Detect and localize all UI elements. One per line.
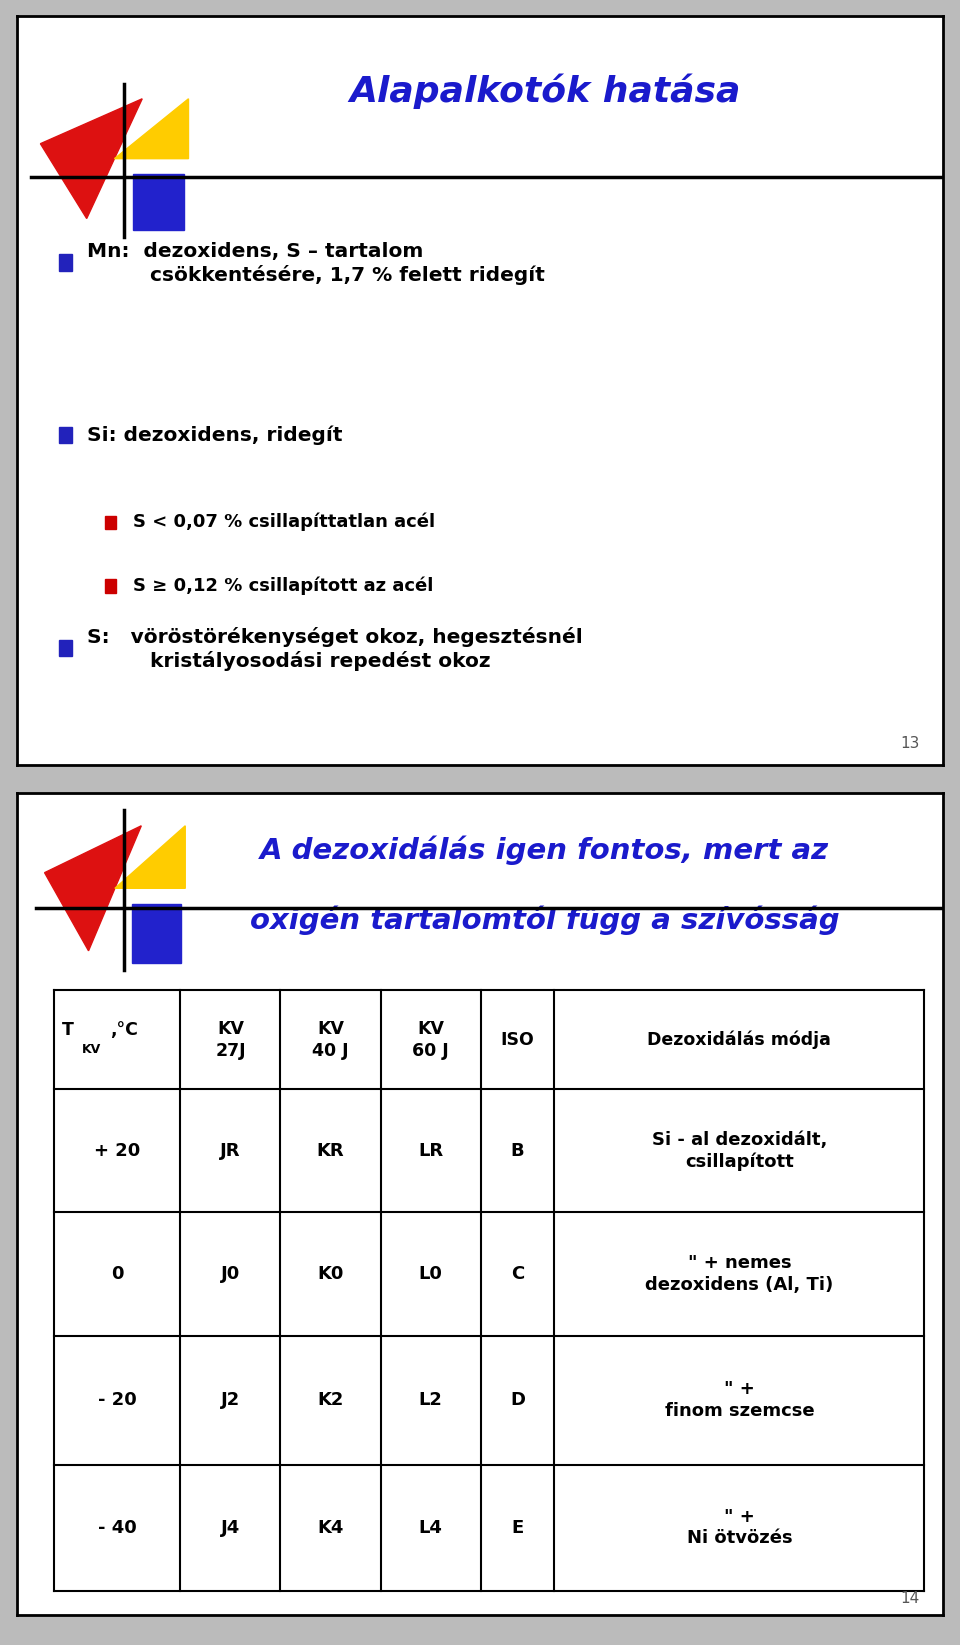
Text: Alapalkotók hatása: Alapalkotók hatása	[349, 74, 740, 109]
Polygon shape	[40, 99, 142, 219]
Text: K2: K2	[318, 1392, 344, 1410]
Text: " + nemes
dezoxidens (Al, Ti): " + nemes dezoxidens (Al, Ti)	[645, 1253, 833, 1293]
Text: LR: LR	[418, 1142, 444, 1160]
Text: N:   öregedést okoz: N: öregedést okoz	[86, 897, 307, 918]
Text: ISO: ISO	[501, 1031, 535, 1050]
Bar	[106, 515, 116, 530]
Text: 13: 13	[900, 737, 920, 752]
Polygon shape	[115, 826, 185, 888]
Text: 0: 0	[111, 1265, 124, 1283]
Text: B: B	[511, 1142, 524, 1160]
Text: A dezoxidálás igen fontos, mert az: A dezoxidálás igen fontos, mert az	[260, 836, 829, 865]
Text: KV: KV	[82, 1043, 102, 1056]
Text: " +
Ni ötvözés: " + Ni ötvözés	[686, 1508, 792, 1548]
Polygon shape	[114, 99, 188, 158]
Bar	[59, 640, 72, 656]
Text: KV
27J: KV 27J	[215, 1020, 246, 1059]
Text: - 20: - 20	[98, 1392, 136, 1410]
Bar	[132, 905, 180, 962]
Text: " +
finom szemcse: " + finom szemcse	[664, 1380, 814, 1420]
Text: J4: J4	[221, 1518, 240, 1536]
Text: S ≥ 0,12 % csillapított az acél: S ≥ 0,12 % csillapított az acél	[132, 576, 433, 594]
Text: L2: L2	[419, 1392, 443, 1410]
Text: JR: JR	[220, 1142, 241, 1160]
Text: 14: 14	[900, 1591, 920, 1606]
Text: H:   pelyhesedést okoz: H: pelyhesedést okoz	[86, 984, 344, 1003]
Text: S < 0,07 % csillapíttatlan acél: S < 0,07 % csillapíttatlan acél	[132, 513, 435, 531]
Text: L4: L4	[419, 1518, 443, 1536]
Text: T: T	[61, 1022, 74, 1040]
Text: K0: K0	[318, 1265, 344, 1283]
Text: Dezoxidálás módja: Dezoxidálás módja	[647, 1030, 831, 1050]
Text: E: E	[512, 1518, 523, 1536]
Bar	[59, 426, 72, 443]
Text: K4: K4	[318, 1518, 344, 1536]
Text: C: C	[511, 1265, 524, 1283]
Bar	[132, 174, 184, 230]
Text: Mn:  dezoxidens, S – tartalom
         csökkentésére, 1,7 % felett ridegít: Mn: dezoxidens, S – tartalom csökkentésé…	[86, 242, 544, 285]
Text: KV
40 J: KV 40 J	[312, 1020, 348, 1059]
Bar	[59, 813, 72, 829]
Text: + 20: + 20	[94, 1142, 140, 1160]
Text: J0: J0	[221, 1265, 240, 1283]
Text: J2: J2	[221, 1392, 240, 1410]
Bar	[59, 984, 72, 1000]
Polygon shape	[44, 826, 141, 951]
Bar	[59, 255, 72, 271]
Text: Si - al dezoxidált,
csillapított: Si - al dezoxidált, csillapított	[652, 1130, 828, 1171]
Text: L0: L0	[419, 1265, 443, 1283]
Text: ,°C: ,°C	[109, 1022, 137, 1040]
Text: KR: KR	[317, 1142, 345, 1160]
Text: oxigén tartalomtól függ a szívósság: oxigén tartalomtól függ a szívósság	[250, 906, 840, 934]
Text: O:   ridegít, öregedést elosegíti: O: ridegít, öregedést elosegíti	[86, 811, 444, 831]
Text: S:   vöröstörékenységet okoz, hegesztésnél
         kristályosodási repedést oko: S: vöröstörékenységet okoz, hegesztésnél…	[86, 627, 583, 671]
Bar	[59, 898, 72, 915]
Text: Si: dezoxidens, ridegít: Si: dezoxidens, ridegít	[86, 426, 342, 446]
Text: - 40: - 40	[98, 1518, 136, 1536]
Bar	[106, 579, 116, 592]
Text: D: D	[510, 1392, 525, 1410]
Text: KV
60 J: KV 60 J	[412, 1020, 449, 1059]
